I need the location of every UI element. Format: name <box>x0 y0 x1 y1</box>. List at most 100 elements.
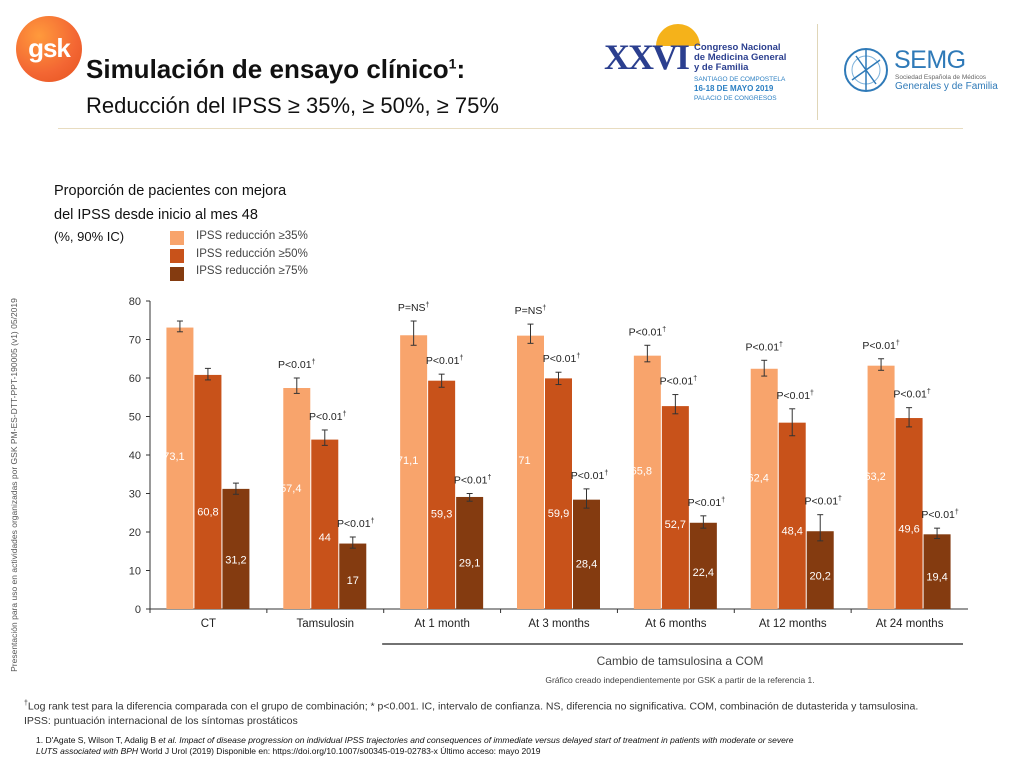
x-tick-label: Tamsulosin <box>297 618 355 630</box>
gsk-logo-text: gsk <box>28 33 71 63</box>
data-label: 63,2 <box>864 471 885 483</box>
chart-legend: IPSS reducción ≥35% IPSS reducción ≥50% … <box>170 230 370 282</box>
x-tick-label: At 24 months <box>876 618 944 630</box>
bar <box>283 388 311 609</box>
logo-divider <box>817 24 818 120</box>
data-label: 71 <box>518 455 530 467</box>
bar <box>428 380 456 609</box>
title-superscript: 1 <box>448 55 457 72</box>
reference-authors: 1. D'Agate S, Wilson T, Adalig B <box>36 735 159 745</box>
data-label: 31,2 <box>225 554 246 566</box>
dagger-mark: † <box>312 359 316 366</box>
chart-source-note: Gráfico creado independientemente por GS… <box>545 675 815 685</box>
data-label: 20,2 <box>810 570 831 582</box>
semg-society-line2: Generales y de Familia <box>895 81 998 92</box>
data-label: 52,7 <box>665 519 686 531</box>
chart-caption-units: (%, 90% IC) <box>54 229 125 244</box>
dagger-mark: † <box>576 353 580 360</box>
semg-society-line1: Sociedad Española de Médicos <box>895 74 987 81</box>
dagger-mark: † <box>459 355 463 362</box>
title-colon: : <box>456 54 466 84</box>
data-label: 17 <box>347 575 359 587</box>
semg-name: SEMG <box>894 46 966 74</box>
bar <box>194 374 222 609</box>
dagger-mark: † <box>343 411 347 418</box>
p-value-label: P<0.01† <box>454 475 492 487</box>
congress-roman: XXVI <box>604 37 690 77</box>
congress-name: Congreso Nacional de Medicina General y … <box>694 43 786 73</box>
y-tick-label: 70 <box>129 335 141 347</box>
data-label: 73,1 <box>163 451 184 463</box>
p-value-label: P<0.01† <box>278 359 316 371</box>
data-label: 28,4 <box>576 558 597 570</box>
chart-caption-line: Proporción de pacientes con mejora <box>54 183 287 199</box>
group-label: Cambio de tamsulosina a COM <box>596 654 764 668</box>
bar <box>311 439 339 609</box>
y-tick-label: 60 <box>129 373 141 385</box>
data-label: 22,4 <box>693 567 714 579</box>
dagger-mark: † <box>838 496 842 503</box>
p-value-label: P<0.01† <box>309 411 347 423</box>
p-value-label: P=NS† <box>515 305 547 317</box>
dagger-mark: † <box>24 700 28 707</box>
dagger-mark: † <box>426 302 430 309</box>
data-label: 62,4 <box>748 473 769 485</box>
p-value-label: P<0.01† <box>804 496 842 508</box>
gsk-logo: gsk <box>16 16 82 82</box>
dagger-mark: † <box>896 340 900 347</box>
p-value-label: P<0.01† <box>688 497 726 509</box>
p-value-label: P=NS† <box>398 302 430 314</box>
congress-place: SANTIAGO DE COMPOSTELA <box>694 76 786 83</box>
legend-label-35: IPSS reducción ≥35% <box>196 230 308 242</box>
data-label: 59,3 <box>431 509 452 521</box>
dagger-mark: † <box>721 497 725 504</box>
y-tick-label: 40 <box>129 450 141 462</box>
dagger-mark: † <box>927 389 931 396</box>
dagger-mark: † <box>604 470 608 477</box>
x-tick-label: At 12 months <box>759 618 827 630</box>
sun-icon <box>656 24 700 46</box>
reference-title-cont: LUTS associated with BPH <box>36 746 139 756</box>
bar <box>339 543 367 609</box>
dagger-mark: † <box>955 509 959 516</box>
footnote-ipss: IPSS: puntuación internacional de los sí… <box>24 714 298 727</box>
bar <box>222 488 250 609</box>
bar <box>400 335 428 609</box>
semg-logo: SEMG Sociedad Española de Médicos Genera… <box>842 44 998 100</box>
bar <box>923 534 951 609</box>
dagger-mark: † <box>693 376 697 383</box>
y-tick-label: 80 <box>129 296 141 308</box>
bar <box>778 422 806 609</box>
p-value-label: P<0.01† <box>862 340 900 352</box>
dagger-mark: † <box>542 305 546 312</box>
legend-swatch-50 <box>170 249 184 263</box>
page-title: Simulación de ensayo clínico1: <box>86 54 465 85</box>
data-label: 71,1 <box>397 455 418 467</box>
legend-label-50: IPSS reducción ≥50% <box>196 248 308 260</box>
congress-name-line: de Medicina General <box>694 52 787 63</box>
bar <box>545 378 572 609</box>
bar <box>517 335 544 609</box>
y-tick-label: 20 <box>129 527 141 539</box>
bar <box>689 522 717 609</box>
legend-swatch-35 <box>170 231 184 245</box>
dagger-mark: † <box>371 518 375 525</box>
bar <box>750 368 778 609</box>
p-value-label: P<0.01† <box>776 390 814 402</box>
congress-dates: 16-18 DE MAYO 2019 <box>694 84 774 93</box>
data-label: 29,1 <box>459 557 480 569</box>
p-value-label: P<0.01† <box>426 355 464 367</box>
congress-venue: PALACIO DE CONGRESOS <box>694 95 777 102</box>
dagger-mark: † <box>662 326 666 333</box>
congress-name-line: y de Familia <box>694 62 749 73</box>
legend-label-75: IPSS reducción ≥75% <box>196 265 308 277</box>
dagger-mark: † <box>810 390 814 397</box>
dagger-mark: † <box>487 475 491 482</box>
p-value-label: P<0.01† <box>893 389 931 401</box>
congress-logo: XXVI Congreso Nacional de Medicina Gener… <box>604 24 804 106</box>
page-subtitle: Reducción del IPSS ≥ 35%, ≥ 50%, ≥ 75% <box>86 93 499 118</box>
bar <box>895 418 923 609</box>
bar <box>806 531 834 609</box>
x-tick-label: At 6 months <box>645 618 707 630</box>
